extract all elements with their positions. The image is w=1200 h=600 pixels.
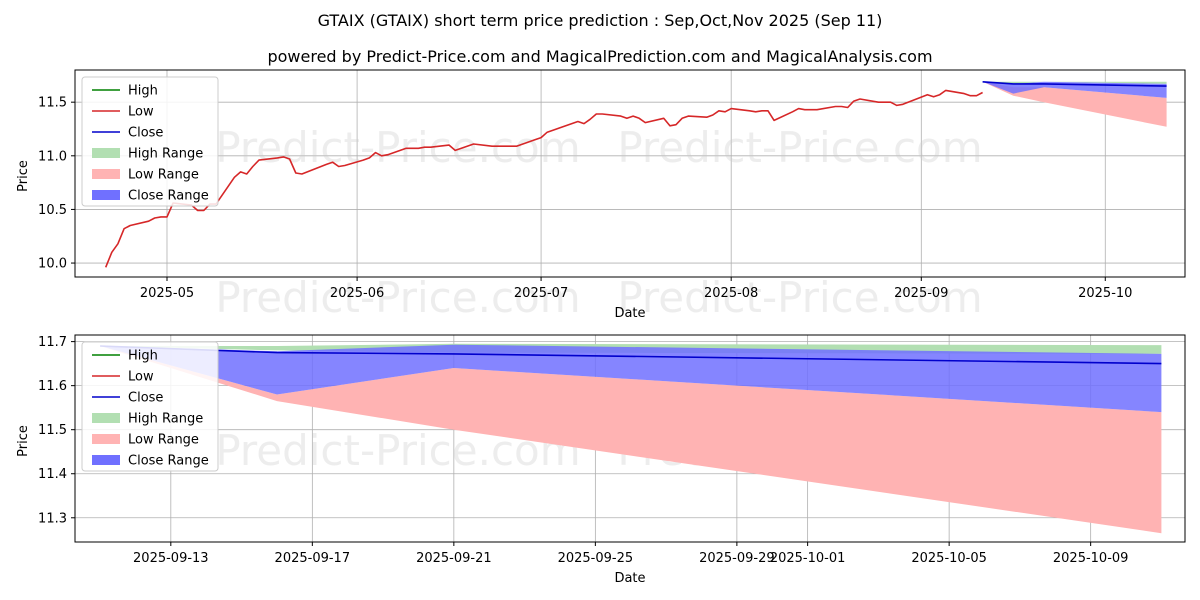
bottom-x-ticks: 2025-09-13 2025-09-17 2025-09-21 2025-09-25… <box>133 542 1128 566</box>
x-tick-label: 2025-09-25 <box>558 551 634 566</box>
legend-label: Low Range <box>128 168 199 183</box>
top-watermark-1: Predict-Price.com <box>215 123 580 172</box>
y-tick-label: 11.7 <box>38 335 67 350</box>
x-tick-label: 2025-10 <box>1078 286 1132 301</box>
legend-label: Close Range <box>128 454 209 469</box>
legend-label: Low <box>128 370 154 385</box>
top-series-lines <box>104 81 1167 268</box>
x-tick-label: 2025-09-13 <box>133 551 209 566</box>
legend-swatch <box>92 455 120 465</box>
top-panel: Predict-Price.com Predict-Price.com Pred… <box>16 69 1186 322</box>
top-y-ticks: 10.0 10.5 11.0 11.5 <box>38 96 75 272</box>
bottom-y-axis-label: Price <box>16 425 31 457</box>
top-watermark-4: Predict-Price.com <box>617 273 982 322</box>
legend-label: Close Range <box>128 189 209 204</box>
top-x-ticks: 2025-05 2025-06 2025-07 2025-08 2025-09 2025-… <box>140 277 1132 301</box>
low-line <box>104 89 983 268</box>
bottom-y-ticks: 11.3 11.4 11.5 11.6 11.7 <box>38 335 75 526</box>
low-range-band <box>982 81 1167 127</box>
high-range-band <box>982 81 1167 84</box>
bottom-forecast-areas <box>100 343 1162 534</box>
x-tick-label: 2025-10-01 <box>770 551 846 566</box>
legend-swatch <box>92 434 120 444</box>
legend-label: High <box>128 84 158 99</box>
bottom-panel: Predict-Price.com Predict-Price.com 2025… <box>16 334 1186 586</box>
x-tick-label: 2025-06 <box>330 286 384 301</box>
y-tick-label: 11.4 <box>38 467 67 482</box>
chart-title: GTAIX (GTAIX) short term price predictio… <box>318 11 883 30</box>
legend-label: Close <box>128 391 163 406</box>
bottom-legend: High Low Close High Range Low Range Close Ran… <box>81 341 219 472</box>
legend-swatch <box>92 148 120 158</box>
legend-label: High Range <box>128 412 203 427</box>
top-y-axis-label: Price <box>16 160 31 192</box>
y-tick-label: 11.3 <box>38 511 67 526</box>
top-watermark-2: Predict-Price.com <box>617 123 982 172</box>
legend-label: Low Range <box>128 433 199 448</box>
y-tick-label: 11.5 <box>38 96 67 111</box>
legend-swatch <box>92 413 120 423</box>
top-watermark-3: Predict-Price.com <box>215 273 580 322</box>
legend-label: Low <box>128 105 154 120</box>
x-tick-label: 2025-05 <box>140 286 194 301</box>
y-tick-label: 10.0 <box>38 257 67 272</box>
x-tick-label: 2025-10-05 <box>911 551 987 566</box>
x-tick-label: 2025-09-17 <box>275 551 351 566</box>
bottom-plot-frame <box>74 334 1186 543</box>
x-tick-label: 2025-09-21 <box>416 551 492 566</box>
y-tick-label: 11.5 <box>38 423 67 438</box>
y-tick-label: 11.0 <box>38 149 67 164</box>
y-tick-label: 11.6 <box>38 379 67 394</box>
top-x-axis-label: Date <box>614 306 645 321</box>
close-line <box>982 81 1167 87</box>
chart-subtitle: powered by Predict-Price.com and Magical… <box>267 47 932 66</box>
top-gridlines <box>75 70 1185 277</box>
low-range-band <box>100 346 1162 534</box>
legend-label: High Range <box>128 147 203 162</box>
x-tick-label: 2025-09-29 <box>699 551 775 566</box>
legend-swatch <box>92 190 120 200</box>
top-forecast-areas <box>982 81 1167 127</box>
legend-label: Close <box>128 126 163 141</box>
top-legend: High Low Close High Range Low Range Close Ran… <box>81 76 219 207</box>
x-tick-label: 2025-10-09 <box>1053 551 1129 566</box>
x-tick-label: 2025-07 <box>514 286 568 301</box>
x-tick-label: 2025-08 <box>704 286 758 301</box>
legend-label: High <box>128 349 158 364</box>
legend-swatch <box>92 169 120 179</box>
bottom-x-axis-label: Date <box>614 571 645 586</box>
close-range-band <box>100 344 1162 413</box>
x-tick-label: 2025-09 <box>894 286 948 301</box>
y-tick-label: 10.5 <box>38 203 67 218</box>
top-plot-frame <box>74 69 1186 278</box>
